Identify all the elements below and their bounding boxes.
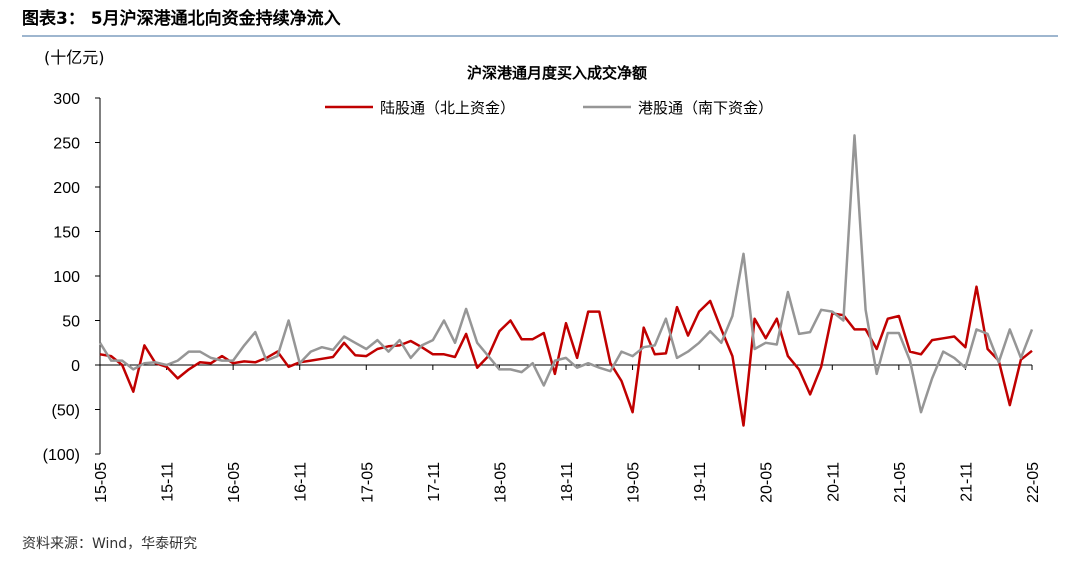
y-tick-label: (50): [52, 403, 80, 420]
x-tick-label: 15-11: [160, 462, 177, 502]
x-tick-label: 16-05: [226, 462, 243, 503]
x-tick-label: 20-05: [759, 462, 776, 503]
y-tick-label: 250: [53, 136, 80, 153]
x-tick-label: 19-05: [626, 462, 643, 503]
series-line: [98, 134, 1034, 414]
y-tick-label: (100): [43, 447, 80, 464]
y-tick-label: 200: [53, 180, 80, 197]
y-tick-label: 0: [71, 358, 80, 375]
source-note: 资料来源：Wind，华泰研究: [22, 536, 197, 552]
x-tick-label: 19-11: [692, 462, 709, 502]
x-tick-label: 21-11: [958, 462, 975, 502]
x-tick-label: 21-05: [892, 462, 909, 503]
y-tick-label: 50: [62, 314, 80, 331]
x-tick-label: 15-05: [93, 462, 110, 503]
y-tick-label: 150: [53, 225, 80, 242]
x-tick-label: 16-11: [293, 462, 310, 502]
chart-title: 图表3： 5月沪深港通北向资金持续净流入: [22, 8, 341, 29]
x-tick-label: 18-05: [492, 462, 509, 503]
x-tick-label: 17-05: [359, 462, 376, 503]
y-tick-label: 100: [53, 269, 80, 286]
chart-subtitle: 沪深港通月度买入成交净额: [467, 64, 647, 82]
y-axis-label: (十亿元): [44, 48, 105, 67]
series-line: [99, 285, 1033, 427]
x-tick-label: 18-11: [559, 462, 576, 502]
x-tick-label: 20-11: [825, 462, 842, 502]
y-tick-label: 300: [53, 91, 80, 108]
legend-label: 港股通（南下资金）: [638, 99, 773, 117]
legend-label: 陆股通（北上资金）: [380, 99, 515, 117]
x-tick-label: 17-11: [426, 462, 443, 502]
x-tick-label: 22-05: [1025, 462, 1042, 503]
